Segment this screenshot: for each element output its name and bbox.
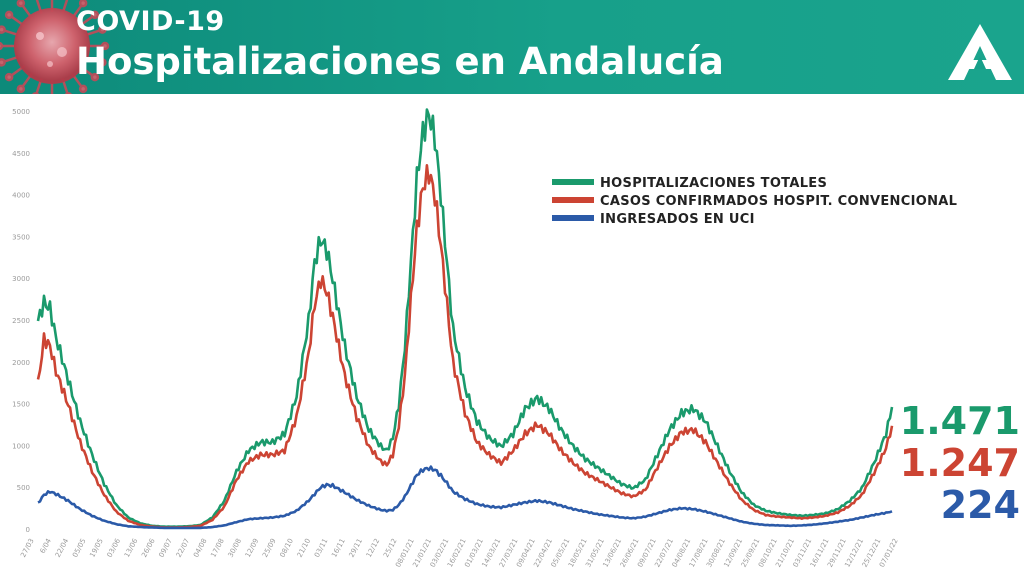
junta-andalucia-logo xyxy=(948,24,1012,80)
x-tick-label: 17/08 xyxy=(209,537,226,559)
x-tick-label: 09/07 xyxy=(157,537,174,559)
series-lines xyxy=(36,108,894,530)
legend-label: HOSPITALIZACIONES TOTALES xyxy=(600,176,827,191)
y-axis-ticks: 0 500 1000 1500 2000 2500 3000 3500 4000 4500 5000 xyxy=(12,108,30,534)
chart-legend: HOSPITALIZACIONES TOTALES CASOS CONFIRMAD… xyxy=(552,176,957,227)
x-axis-ticks: 27/03 6/04 22/04 05/05 19/05 03/06 13/06 26/06 0… xyxy=(19,537,900,569)
x-tick-label: 6/04 xyxy=(39,537,54,555)
x-tick-label: 04/08 xyxy=(192,537,209,559)
y-tick-label: 3500 xyxy=(12,233,30,241)
x-tick-label: 03/06 xyxy=(106,537,123,559)
x-tick-label: 30/08 xyxy=(227,537,244,559)
x-tick-label: 26/06 xyxy=(140,537,157,559)
y-tick-label: 5000 xyxy=(12,108,30,116)
x-tick-label: 05/05 xyxy=(71,537,88,559)
y-tick-label: 500 xyxy=(17,484,30,492)
y-tick-label: 1000 xyxy=(12,442,30,450)
y-tick-label: 4500 xyxy=(12,150,30,158)
legend-swatch xyxy=(552,179,594,185)
hospitalizations-chart: 0 500 1000 1500 2000 2500 3000 3500 4000 4500 5000… xyxy=(12,108,1020,569)
x-tick-label: 12/09 xyxy=(244,537,261,559)
header-kicker: COVID-19 xyxy=(76,6,225,37)
series-line xyxy=(36,164,894,529)
legend-swatch xyxy=(552,197,594,203)
y-tick-label: 0 xyxy=(26,526,30,534)
series-line xyxy=(37,465,893,530)
series-line xyxy=(36,108,894,529)
y-tick-label: 2000 xyxy=(12,359,30,367)
page-title: Hospitalizaciones en Andalucía xyxy=(76,40,724,83)
x-tick-label: 29/11 xyxy=(348,537,365,559)
x-tick-label: 03/11 xyxy=(313,537,330,559)
x-tick-label: 25/12 xyxy=(382,537,399,559)
x-tick-label: 12/12 xyxy=(365,537,382,559)
x-tick-label: 22/04 xyxy=(54,537,71,559)
x-tick-label: 21/10 xyxy=(296,537,313,559)
x-tick-label: 08/10 xyxy=(278,537,295,559)
y-tick-label: 2500 xyxy=(12,317,30,325)
x-tick-label: 27/03 xyxy=(19,537,36,559)
final-value-label: 1.247 xyxy=(900,441,1020,485)
x-tick-label: 22/07 xyxy=(175,537,192,559)
header-banner: COVID-19 Hospitalizaciones en Andalucía xyxy=(0,0,1024,94)
legend-swatch xyxy=(552,215,594,221)
legend-label: CASOS CONFIRMADOS HOSPIT. CONVENCIONAL xyxy=(600,194,957,209)
x-tick-label: 19/05 xyxy=(88,537,105,559)
x-tick-label: 16/11 xyxy=(330,537,347,559)
final-value-label: 1.471 xyxy=(900,399,1020,443)
legend-label: INGRESADOS EN UCI xyxy=(600,212,755,227)
y-tick-label: 1500 xyxy=(12,401,30,409)
x-tick-label: 13/06 xyxy=(123,537,140,559)
y-tick-label: 3000 xyxy=(12,275,30,283)
y-tick-label: 4000 xyxy=(12,192,30,200)
coronavirus-icon xyxy=(0,0,110,94)
final-value-label: 224 xyxy=(941,483,1020,527)
x-tick-label: 25/09 xyxy=(261,537,278,559)
